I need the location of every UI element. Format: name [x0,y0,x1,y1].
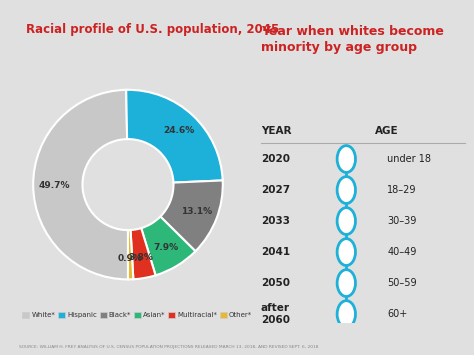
Wedge shape [141,217,195,275]
Text: 50–59: 50–59 [387,278,417,288]
Text: 24.6%: 24.6% [163,126,194,135]
Text: 2020: 2020 [261,154,290,164]
Text: 3.8%: 3.8% [128,253,154,262]
Text: 2050: 2050 [261,278,290,288]
Text: 40–49: 40–49 [387,247,417,257]
Text: SOURCE: WILLIAM H. FREY ANALYSIS OF U.S. CENSUS POPULATION PROJECTIONS RELEASED : SOURCE: WILLIAM H. FREY ANALYSIS OF U.S.… [19,345,319,349]
Circle shape [337,177,356,203]
Text: 13.1%: 13.1% [182,207,212,216]
Text: YEAR: YEAR [261,126,291,136]
Text: 49.7%: 49.7% [38,181,70,190]
Text: 2041: 2041 [261,247,290,257]
Text: under 18: under 18 [387,154,431,164]
Wedge shape [130,228,155,279]
Circle shape [337,270,356,296]
Circle shape [337,208,356,235]
Text: 2027: 2027 [261,185,290,195]
Text: AGE: AGE [375,126,399,136]
Wedge shape [33,90,128,279]
Text: 0.9%: 0.9% [118,254,143,263]
Legend: White*, Hispanic, Black*, Asian*, Multiracial*, Other*: White*, Hispanic, Black*, Asian*, Multir… [22,312,252,318]
Text: 60+: 60+ [387,309,407,319]
Text: 18–29: 18–29 [387,185,417,195]
Circle shape [337,239,356,266]
Text: after
2060: after 2060 [261,303,290,325]
Wedge shape [160,180,223,251]
Text: 30–39: 30–39 [387,216,417,226]
Circle shape [337,146,356,173]
Circle shape [337,301,356,328]
Text: Year when whites become
minority by age group: Year when whites become minority by age … [261,25,444,54]
Text: Racial profile of U.S. population, 2045: Racial profile of U.S. population, 2045 [26,23,279,36]
Wedge shape [126,90,223,182]
Wedge shape [128,230,133,279]
Text: 2033: 2033 [261,216,290,226]
Text: 7.9%: 7.9% [154,244,179,252]
